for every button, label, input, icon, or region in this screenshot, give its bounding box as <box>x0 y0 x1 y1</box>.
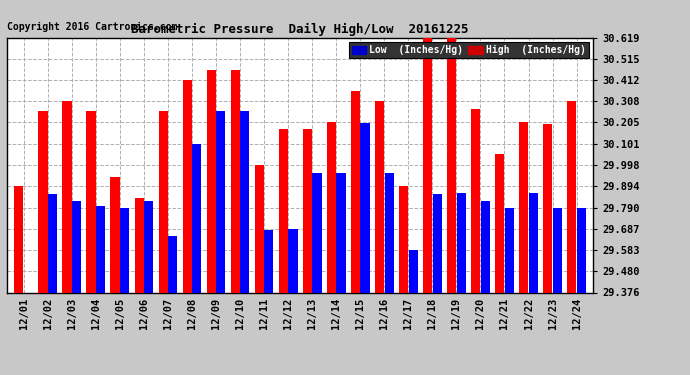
Bar <box>495 154 504 292</box>
Bar <box>159 111 168 292</box>
Bar <box>433 194 442 292</box>
Bar <box>553 208 562 292</box>
Bar <box>351 91 360 292</box>
Bar <box>423 38 432 292</box>
Bar <box>86 111 96 292</box>
Bar <box>168 236 177 292</box>
Bar <box>504 208 514 292</box>
Bar <box>206 70 216 292</box>
Bar <box>48 194 57 292</box>
Bar <box>529 193 538 292</box>
Bar <box>567 101 576 292</box>
Bar <box>303 129 312 292</box>
Text: Copyright 2016 Cartronics.com: Copyright 2016 Cartronics.com <box>7 22 177 32</box>
Bar <box>471 109 480 292</box>
Bar <box>120 208 129 292</box>
Legend: Low  (Inches/Hg), High  (Inches/Hg): Low (Inches/Hg), High (Inches/Hg) <box>349 42 589 58</box>
Bar <box>313 173 322 292</box>
Bar <box>230 70 240 292</box>
Bar <box>360 123 370 292</box>
Bar <box>577 208 586 292</box>
Bar <box>447 38 456 292</box>
Bar <box>337 173 346 292</box>
Bar <box>375 101 384 292</box>
Bar <box>62 101 72 292</box>
Bar <box>135 198 144 292</box>
Bar <box>288 229 297 292</box>
Bar <box>543 124 552 292</box>
Bar <box>399 186 408 292</box>
Bar <box>193 144 201 292</box>
Bar <box>264 230 273 292</box>
Bar <box>481 201 490 292</box>
Bar <box>14 186 23 292</box>
Bar <box>519 122 529 292</box>
Bar <box>216 111 226 292</box>
Bar <box>96 206 105 292</box>
Bar <box>255 165 264 292</box>
Title: Barometric Pressure  Daily High/Low  20161225: Barometric Pressure Daily High/Low 20161… <box>131 23 469 36</box>
Bar <box>327 122 336 292</box>
Bar <box>384 173 394 292</box>
Bar <box>279 129 288 292</box>
Bar <box>144 201 153 292</box>
Bar <box>240 111 249 292</box>
Bar <box>110 177 119 292</box>
Bar <box>39 111 48 292</box>
Bar <box>457 193 466 292</box>
Bar <box>408 250 417 292</box>
Bar <box>183 80 192 292</box>
Bar <box>72 201 81 292</box>
